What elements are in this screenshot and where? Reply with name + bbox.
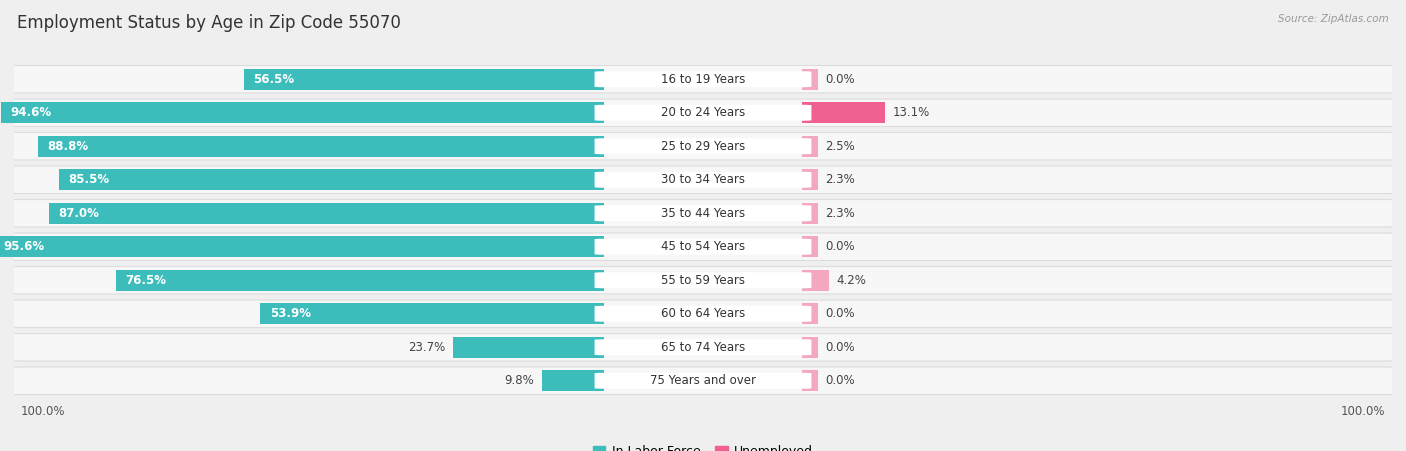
FancyBboxPatch shape — [595, 138, 811, 154]
Bar — [49, 203, 605, 224]
Text: 23.7%: 23.7% — [408, 341, 446, 354]
Text: 4.2%: 4.2% — [837, 274, 866, 287]
Bar — [801, 136, 818, 156]
FancyBboxPatch shape — [7, 233, 1399, 261]
FancyBboxPatch shape — [595, 373, 811, 389]
FancyBboxPatch shape — [595, 71, 811, 87]
FancyBboxPatch shape — [7, 133, 1399, 160]
Text: 25 to 29 Years: 25 to 29 Years — [661, 140, 745, 153]
FancyBboxPatch shape — [7, 267, 1399, 294]
Text: 13.1%: 13.1% — [893, 106, 931, 119]
Text: 95.6%: 95.6% — [4, 240, 45, 253]
Text: 100.0%: 100.0% — [1341, 405, 1385, 418]
FancyBboxPatch shape — [595, 172, 811, 188]
Text: 85.5%: 85.5% — [69, 173, 110, 186]
FancyBboxPatch shape — [595, 205, 811, 221]
Bar — [801, 69, 818, 90]
Bar — [38, 136, 605, 156]
Bar — [801, 270, 828, 290]
Bar — [801, 102, 886, 123]
Text: 16 to 19 Years: 16 to 19 Years — [661, 73, 745, 86]
Text: 65 to 74 Years: 65 to 74 Years — [661, 341, 745, 354]
Text: 20 to 24 Years: 20 to 24 Years — [661, 106, 745, 119]
FancyBboxPatch shape — [595, 105, 811, 121]
Bar — [801, 337, 818, 358]
Text: 53.9%: 53.9% — [270, 307, 311, 320]
FancyBboxPatch shape — [7, 99, 1399, 126]
Bar — [260, 304, 605, 324]
Bar — [801, 170, 818, 190]
Text: 75 Years and over: 75 Years and over — [650, 374, 756, 387]
Text: 0.0%: 0.0% — [825, 240, 855, 253]
FancyBboxPatch shape — [595, 239, 811, 255]
Bar — [801, 203, 818, 224]
Text: 2.3%: 2.3% — [825, 207, 855, 220]
Text: 87.0%: 87.0% — [59, 207, 100, 220]
Text: 30 to 34 Years: 30 to 34 Years — [661, 173, 745, 186]
Bar — [801, 236, 818, 257]
Bar — [453, 337, 605, 358]
FancyBboxPatch shape — [7, 65, 1399, 93]
Legend: In Labor Force, Unemployed: In Labor Force, Unemployed — [588, 440, 818, 451]
Text: 76.5%: 76.5% — [125, 274, 167, 287]
Bar — [117, 270, 605, 290]
FancyBboxPatch shape — [595, 339, 811, 355]
Text: 56.5%: 56.5% — [253, 73, 294, 86]
Text: 0.0%: 0.0% — [825, 307, 855, 320]
FancyBboxPatch shape — [7, 199, 1399, 227]
Bar — [801, 304, 818, 324]
Text: 0.0%: 0.0% — [825, 341, 855, 354]
FancyBboxPatch shape — [7, 166, 1399, 193]
FancyBboxPatch shape — [595, 272, 811, 288]
Bar — [801, 370, 818, 391]
FancyBboxPatch shape — [595, 306, 811, 322]
Text: 45 to 54 Years: 45 to 54 Years — [661, 240, 745, 253]
Text: 60 to 64 Years: 60 to 64 Years — [661, 307, 745, 320]
Bar — [59, 170, 605, 190]
Text: 94.6%: 94.6% — [10, 106, 52, 119]
Bar — [0, 102, 605, 123]
Bar — [541, 370, 605, 391]
Bar — [0, 236, 605, 257]
Text: 100.0%: 100.0% — [21, 405, 65, 418]
Text: 0.0%: 0.0% — [825, 73, 855, 86]
Text: Employment Status by Age in Zip Code 55070: Employment Status by Age in Zip Code 550… — [17, 14, 401, 32]
Text: 2.5%: 2.5% — [825, 140, 855, 153]
Text: 2.3%: 2.3% — [825, 173, 855, 186]
Text: Source: ZipAtlas.com: Source: ZipAtlas.com — [1278, 14, 1389, 23]
FancyBboxPatch shape — [7, 300, 1399, 327]
Bar — [243, 69, 605, 90]
FancyBboxPatch shape — [7, 334, 1399, 361]
Text: 35 to 44 Years: 35 to 44 Years — [661, 207, 745, 220]
Text: 9.8%: 9.8% — [505, 374, 534, 387]
Text: 0.0%: 0.0% — [825, 374, 855, 387]
Text: 88.8%: 88.8% — [48, 140, 89, 153]
FancyBboxPatch shape — [7, 367, 1399, 395]
Text: 55 to 59 Years: 55 to 59 Years — [661, 274, 745, 287]
